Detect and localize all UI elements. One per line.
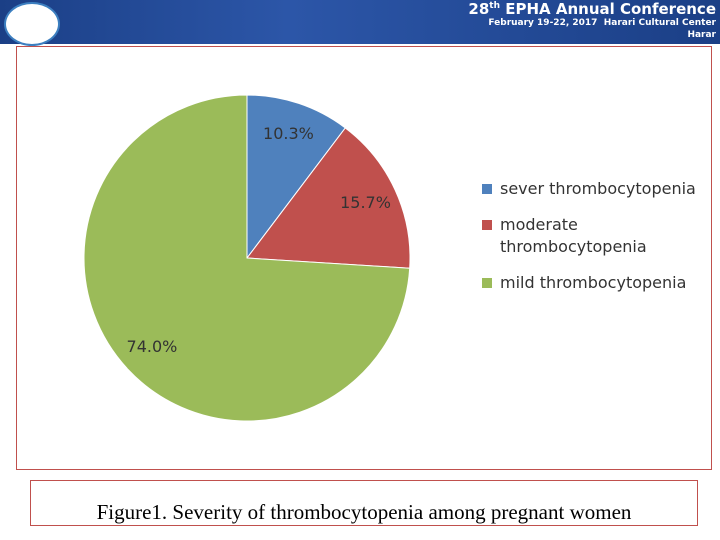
- conference-details: February 19-22, 2017 Harari Cultural Cen…: [488, 18, 716, 28]
- legend-item: moderate thrombocytopenia: [482, 214, 697, 258]
- pie-slice: [83, 94, 411, 422]
- data-label: 10.3%: [263, 124, 314, 143]
- header-bar: 28th EPHA Annual Conference February 19-…: [0, 0, 720, 46]
- legend: sever thrombocytopenia moderate thrombocy…: [482, 178, 697, 308]
- data-label: 15.7%: [340, 193, 391, 212]
- legend-item: sever thrombocytopenia: [482, 178, 697, 200]
- legend-label: sever thrombocytopenia: [500, 179, 696, 198]
- legend-label: moderate thrombocytopenia: [500, 215, 647, 256]
- city: Harar: [687, 30, 716, 40]
- conference-title: 28th EPHA Annual Conference: [468, 0, 716, 18]
- legend-swatch: [482, 220, 492, 230]
- edition-number: 28: [468, 0, 490, 18]
- logo: [4, 2, 60, 46]
- legend-swatch: [482, 278, 492, 288]
- pie-slice: [246, 127, 411, 269]
- pie-slice: [246, 94, 346, 260]
- dates: February 19-22, 2017: [488, 18, 598, 28]
- conference-name: EPHA Annual Conference: [505, 0, 716, 18]
- figure-caption: Figure1. Severity of thrombocytopenia am…: [30, 480, 698, 526]
- legend-item: mild thrombocytopenia: [482, 272, 697, 294]
- edition-suffix: th: [489, 1, 500, 11]
- venue: Harari Cultural Center: [603, 18, 716, 28]
- legend-swatch: [482, 184, 492, 194]
- legend-label: mild thrombocytopenia: [500, 273, 687, 292]
- data-label: 74.0%: [127, 337, 178, 356]
